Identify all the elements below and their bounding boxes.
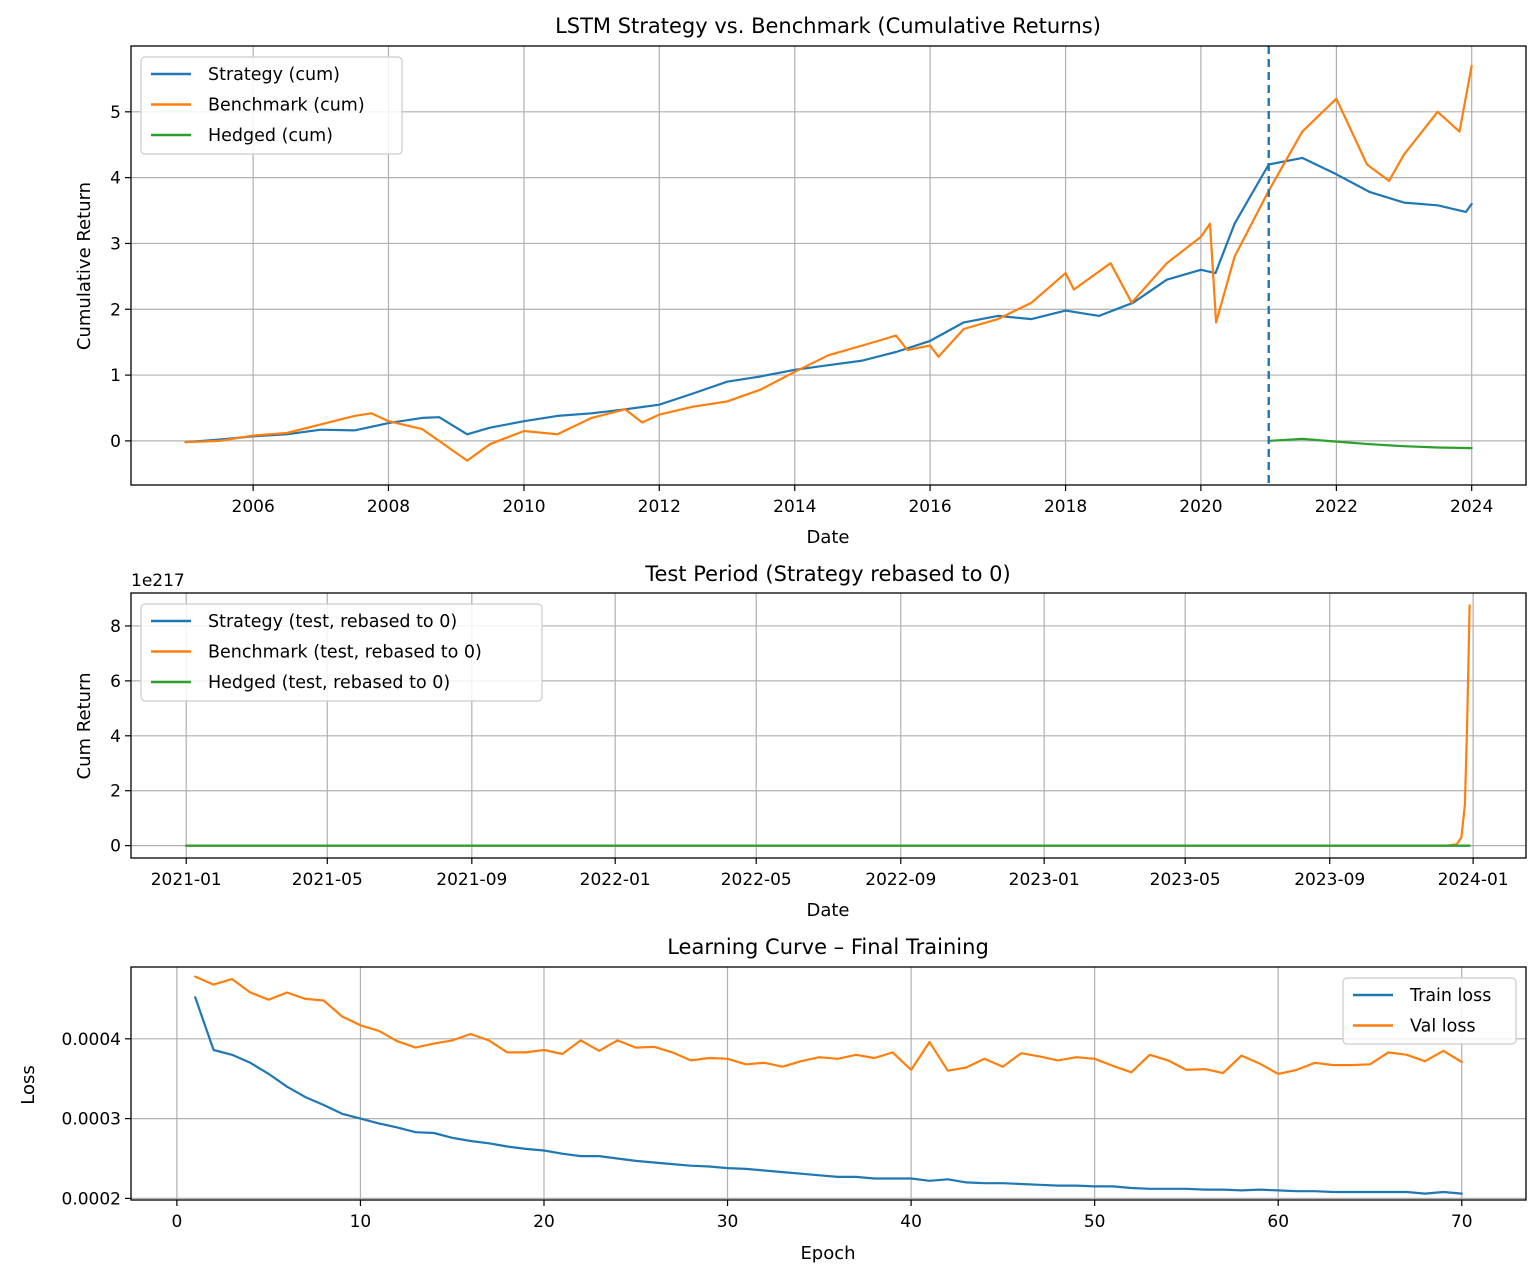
x-tick-label: 2022-09 [865, 870, 936, 890]
panel3-title: Learning Curve – Final Training [667, 935, 989, 959]
panel3-y-ticks: 0.0002 0.0003 0.0004 [62, 1030, 131, 1209]
panel1-series [184, 46, 1473, 485]
panel1-x-label: Date [806, 527, 849, 548]
panel3-x-label: Epoch [800, 1243, 855, 1264]
panel3-axes-frame [130, 966, 1527, 1201]
x-tick-label: 2022 [1315, 497, 1358, 517]
panel1-grid [131, 46, 1526, 485]
legend-label: Hedged (cum) [208, 126, 333, 146]
legend-label: Benchmark (test, rebased to 0) [208, 643, 482, 663]
panel1-axes-frame [130, 45, 1527, 486]
x-tick-label: 2014 [773, 497, 816, 517]
panel3-series [194, 975, 1463, 1195]
x-tick-label: 2010 [502, 497, 545, 517]
x-tick-label: 50 [1084, 1212, 1106, 1232]
legend-label: Train loss [1409, 986, 1491, 1006]
x-tick-label: 2021-09 [436, 870, 507, 890]
x-tick-label: 2020 [1179, 497, 1222, 517]
panel3-x-ticks: 0 10 20 30 40 50 60 70 [171, 1200, 1473, 1232]
y-tick-label: 1 [110, 366, 121, 386]
x-tick-label: 0 [171, 1212, 182, 1232]
legend-box [140, 56, 403, 155]
legend-label: Hedged (test, rebased to 0) [208, 673, 450, 693]
test-period-panel: Test Period (Strategy rebased to 0) 1e21… [74, 562, 1527, 921]
legend-label: Strategy (test, rebased to 0) [208, 612, 457, 632]
y-tick-label: 5 [110, 103, 121, 123]
panel2-axes-frame [130, 592, 1527, 859]
x-tick-label: 2022-05 [721, 870, 792, 890]
x-tick-label: 2018 [1044, 497, 1087, 517]
panel1-title: LSTM Strategy vs. Benchmark (Cumulative … [555, 14, 1101, 38]
x-tick-label: 2021-05 [292, 870, 363, 890]
x-tick-label: 2024 [1450, 497, 1493, 517]
y-tick-label: 0 [110, 837, 121, 857]
x-tick-label: 10 [350, 1212, 372, 1232]
x-tick-label: 2016 [908, 497, 951, 517]
y-tick-label: 0.0002 [62, 1189, 121, 1209]
x-tick-label: 2022-01 [580, 870, 651, 890]
series-line-strategy-cum [184, 156, 1473, 444]
x-tick-label: 2008 [367, 497, 410, 517]
x-tick-label: 2006 [232, 497, 275, 517]
y-tick-label: 2 [110, 782, 121, 802]
x-tick-label: 2024-01 [1438, 870, 1509, 890]
panel2-y-label: Cum Return [74, 673, 95, 780]
x-tick-label: 2023-09 [1294, 870, 1365, 890]
panel2-x-label: Date [806, 900, 849, 921]
x-tick-label: 2012 [638, 497, 681, 517]
legend-label: Val loss [1410, 1017, 1476, 1037]
panel3-legend: Train loss Val loss [1342, 977, 1517, 1045]
y-tick-label: 6 [110, 672, 121, 692]
y-tick-label: 0 [110, 432, 121, 452]
y-tick-label: 4 [110, 169, 121, 189]
legend-label: Strategy (cum) [208, 65, 340, 85]
x-tick-label: 20 [533, 1212, 555, 1232]
panel2-series [185, 604, 1471, 847]
x-tick-label: 2023-05 [1150, 870, 1221, 890]
panel1-x-ticks: 2006 2008 2010 2012 2014 2016 2018 2020 2022 2024 [232, 485, 1493, 517]
x-tick-label: 70 [1451, 1212, 1473, 1232]
series-line-hedged-cum [1267, 437, 1473, 450]
y-tick-label: 2 [110, 300, 121, 320]
series-line-benchmark-cum [184, 64, 1473, 462]
panel2-y-exponent: 1e217 [131, 571, 185, 591]
panel1-legend: Strategy (cum) Benchmark (cum) Hedged (cum… [140, 56, 403, 155]
x-tick-label: 2021-01 [151, 870, 222, 890]
y-tick-label: 4 [110, 727, 121, 747]
series-line-val-loss [194, 975, 1463, 1075]
panel3-y-label: Loss [18, 1065, 39, 1104]
y-tick-label: 0.0004 [62, 1030, 121, 1050]
y-tick-label: 8 [110, 617, 121, 637]
panel2-legend: Strategy (test, rebased to 0) Benchmark (… [140, 603, 543, 702]
y-tick-label: 3 [110, 234, 121, 254]
panel3-grid [131, 967, 1526, 1200]
panel1-y-label: Cumulative Return [74, 182, 95, 350]
x-tick-label: 60 [1267, 1212, 1289, 1232]
legend-box [140, 603, 543, 702]
panel2-title: Test Period (Strategy rebased to 0) [644, 562, 1011, 586]
x-tick-label: 30 [717, 1212, 739, 1232]
legend-label: Benchmark (cum) [208, 96, 365, 116]
x-tick-label: 40 [900, 1212, 922, 1232]
y-tick-label: 0.0003 [62, 1110, 121, 1130]
x-tick-label: 2023-01 [1009, 870, 1080, 890]
panel2-x-ticks: 2021-01 2021-05 2021-09 2022-01 2022-05 2022-… [151, 858, 1509, 890]
learning-curve-panel: Learning Curve – Final Training 0 10 20 30 4… [18, 935, 1527, 1264]
series-line-train-loss [194, 996, 1463, 1195]
cumulative-returns-panel: LSTM Strategy vs. Benchmark (Cumulative … [74, 14, 1527, 548]
panel1-y-ticks: 0 1 2 3 4 5 [110, 103, 131, 452]
panel2-y-ticks: 0 2 4 6 8 [110, 617, 131, 857]
